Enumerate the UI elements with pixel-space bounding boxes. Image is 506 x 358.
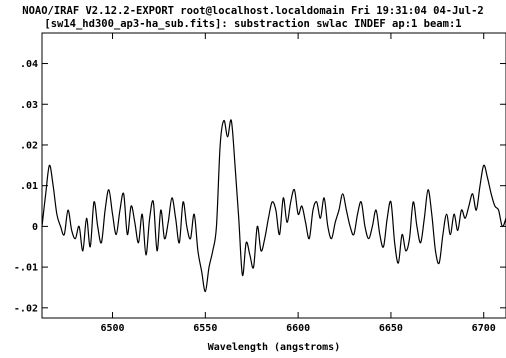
x-axis: 6500 6550 6600 6650 6700	[100, 33, 496, 334]
x-tick-label: 6500	[100, 323, 124, 334]
chart-title: NOAO/IRAF V2.12.2-EXPORT root@localhost.…	[22, 5, 483, 17]
chart-subtitle: [sw14_hd300_ap3-ha_sub.fits]: substracti…	[44, 18, 461, 30]
x-tick-label: 6600	[286, 323, 310, 334]
x-tick-label: 6700	[472, 323, 496, 334]
plot-frame	[41, 32, 506, 319]
x-axis-label: Wavelength (angstroms)	[208, 342, 340, 353]
x-tick-label: 6550	[193, 323, 217, 334]
y-tick-label: -.01	[14, 263, 38, 274]
y-axis: -.02 -.01 0 .01 .02 .03 .04	[14, 59, 506, 314]
y-tick-label: .01	[20, 181, 38, 192]
y-tick-label: -.02	[14, 303, 38, 314]
y-tick-label: 0	[32, 222, 38, 233]
spectrum-line	[41, 119, 506, 293]
y-tick-label: .02	[20, 140, 38, 151]
x-tick-label: 6650	[379, 323, 403, 334]
y-tick-label: .04	[20, 59, 38, 70]
y-tick-label: .03	[20, 100, 38, 111]
